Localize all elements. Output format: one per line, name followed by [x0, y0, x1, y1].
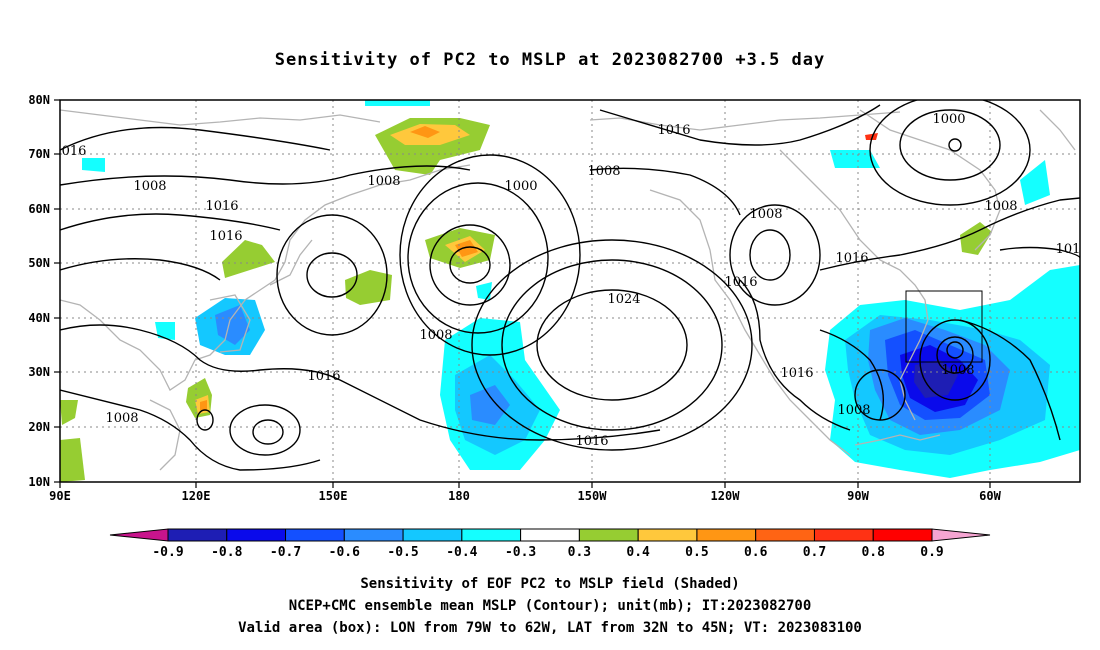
colorbar-cell — [637, 528, 698, 542]
shade-neg-east-atl — [1020, 160, 1050, 205]
shade-pos-bering-3 — [455, 240, 478, 257]
contour-label: 1008 — [367, 174, 400, 189]
colorbar-cell — [226, 528, 287, 542]
colorbar-label: 0.6 — [744, 545, 768, 560]
colorbar-cell — [755, 528, 815, 542]
colorbar-cell — [578, 528, 639, 542]
lon-labels: 90E 120E 150E 180 150W 120W 90W 60W — [49, 489, 1001, 503]
contour-labels: 016 1008 1016 1016 1008 1000 1008 1016 1… — [62, 112, 1081, 449]
chart-title: Sensitivity of PC2 to MSLP at 2023082700… — [274, 50, 826, 70]
contour-label: 1016 — [835, 251, 868, 266]
lat-label: 20N — [28, 420, 50, 434]
lat-ticks — [54, 99, 60, 483]
coastlines — [60, 109, 1076, 471]
contour-label: 1024 — [607, 292, 640, 307]
contour-label: 1008 — [837, 403, 870, 418]
contour-label: 1016 — [307, 369, 340, 384]
colorbar-label: 0.5 — [685, 545, 708, 560]
colorbar-cell — [520, 528, 580, 542]
lon-label: 120E — [182, 489, 211, 503]
colorbar-cell — [461, 528, 522, 542]
caption-line-1: Sensitivity of EOF PC2 to MSLP field (Sh… — [360, 576, 740, 592]
shade-neg-atlantic-6 — [914, 360, 958, 398]
colorbar-label: 0.8 — [861, 545, 885, 560]
colorbar-cell — [402, 528, 463, 542]
shade-pos-manchuria — [222, 240, 275, 278]
caption-line-3: Valid area (box): LON from 79W to 62W, L… — [238, 620, 862, 636]
contour-label: 1000 — [932, 112, 965, 127]
contour-label: 1016 — [209, 229, 242, 244]
colorbar-cell — [872, 528, 933, 542]
lat-label: 30N — [28, 365, 50, 379]
colorbar-cell — [167, 528, 228, 542]
shade-pos-arctic-3 — [410, 126, 440, 138]
contour-label: 1016 — [724, 275, 757, 290]
shade-pos-india-2 — [60, 438, 85, 482]
colorbar-label: 0.7 — [803, 545, 826, 560]
lat-label: 80N — [28, 93, 50, 107]
colorbar-label: -0.8 — [211, 545, 242, 560]
colorbar-cell — [109, 528, 169, 542]
lon-label: 150W — [578, 489, 608, 503]
contour-label: 1016 — [575, 434, 608, 449]
lat-label: 10N — [28, 475, 50, 489]
shade-pos-quebec — [960, 222, 992, 255]
contour-label: 1016 — [657, 123, 690, 138]
shade-pos-taiwan-3 — [200, 400, 207, 410]
shade-neg-arctic — [365, 100, 430, 106]
caption-line-2: NCEP+CMC ensemble mean MSLP (Contour); u… — [288, 598, 812, 614]
contour-label: 1008 — [587, 164, 620, 179]
contour-label: 101 — [1056, 242, 1081, 257]
colorbar-label: -0.7 — [270, 545, 301, 560]
contour-label: 016 — [62, 144, 87, 159]
contour-label: 1016 — [205, 199, 238, 214]
shade-neg-siberia — [82, 158, 105, 172]
contour-label: 1016 — [780, 366, 813, 381]
lat-label: 40N — [28, 311, 50, 325]
contour-label: 1008 — [133, 179, 166, 194]
contour-label: 1008 — [941, 363, 974, 378]
contour-label: 1008 — [105, 411, 138, 426]
contour-label: 1000 — [504, 179, 537, 194]
colorbar-cell — [931, 528, 991, 542]
contour-label: 1008 — [984, 199, 1017, 214]
shade-pos-arctic-3b — [865, 133, 878, 140]
lat-labels: 80N 70N 60N 50N 40N 30N 20N 10N — [28, 93, 50, 489]
shade-neg-arctic-2 — [830, 150, 880, 168]
colorbar-cell — [285, 528, 345, 542]
shade-neg-pacific-3 — [470, 385, 510, 425]
lon-label: 90W — [847, 489, 869, 503]
colorbar-label: 0.9 — [920, 545, 943, 560]
lon-label: 60W — [979, 489, 1001, 503]
contour-label: 1008 — [419, 328, 452, 343]
mslp-contours — [60, 100, 1080, 471]
shade-neg-bering — [476, 282, 492, 300]
lon-label: 90E — [49, 489, 71, 503]
contour-label: 1008 — [749, 207, 782, 222]
lon-label: 180 — [448, 489, 470, 503]
colorbar-label: -0.5 — [387, 545, 418, 560]
colorbar-label: -0.4 — [446, 545, 477, 560]
shade-neg-asia-2 — [215, 305, 250, 345]
colorbar-label: -0.9 — [152, 545, 183, 560]
valid-area-box — [905, 290, 983, 363]
colorbar-label: -0.6 — [329, 545, 360, 560]
shade-pos-india — [60, 400, 78, 425]
colorbar-cell — [813, 528, 874, 542]
colorbar-cell — [343, 528, 404, 542]
map-frame — [59, 99, 1081, 483]
lon-ticks — [59, 482, 991, 488]
lat-label: 60N — [28, 202, 50, 216]
colorbar-cell — [696, 528, 757, 542]
colorbar-label: -0.3 — [505, 545, 536, 560]
lat-label: 50N — [28, 256, 50, 270]
lat-label: 70N — [28, 147, 50, 161]
colorbar-label: 0.3 — [568, 545, 591, 560]
lon-label: 120W — [711, 489, 741, 503]
lon-label: 150E — [319, 489, 348, 503]
colorbar: -0.9 -0.8 -0.7 -0.6 -0.5 -0.4 -0.3 0.3 0.4 0.5 0.6… — [109, 528, 991, 560]
colorbar-label: 0.4 — [626, 545, 650, 560]
